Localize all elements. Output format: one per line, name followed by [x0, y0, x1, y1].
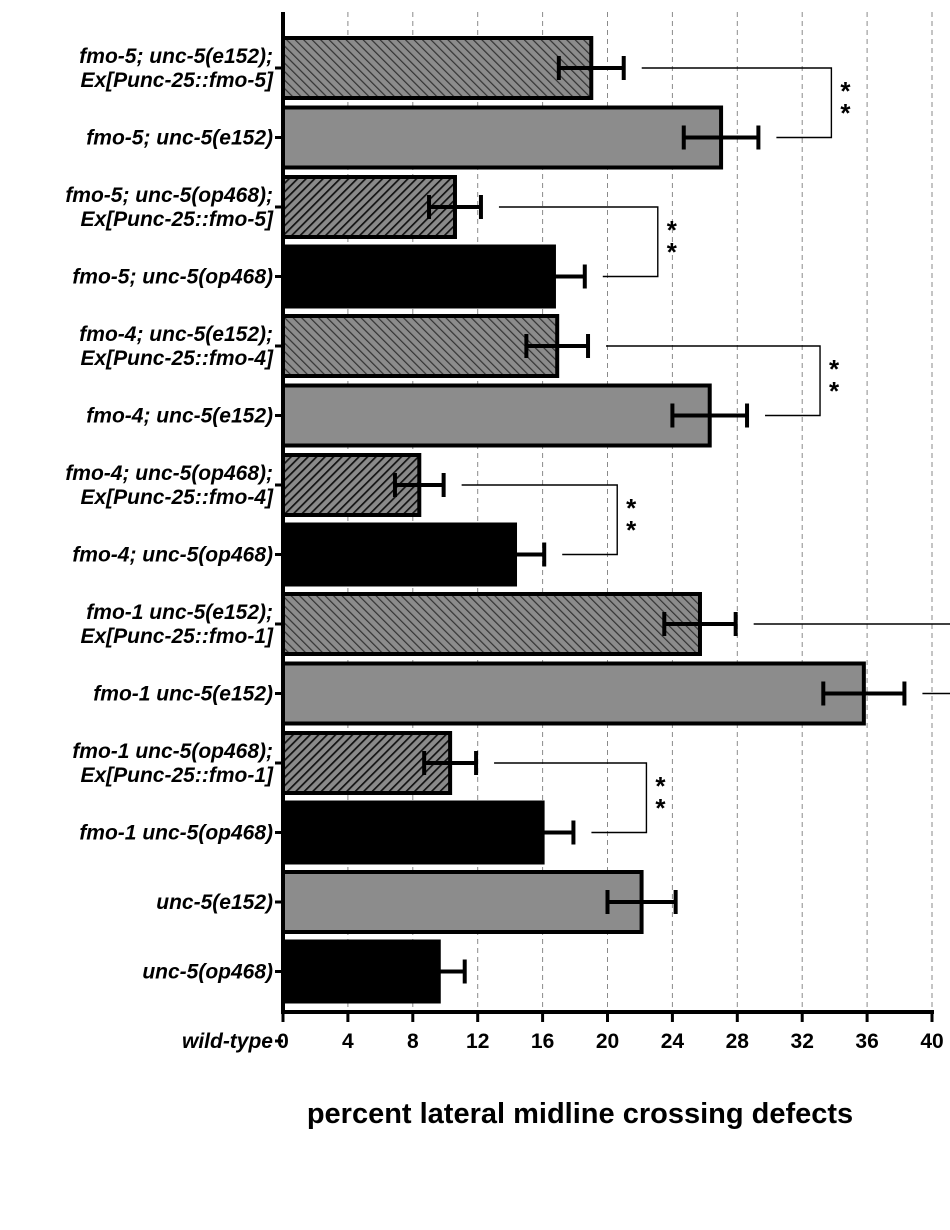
x-tick-label: 0: [277, 1030, 289, 1053]
category-label: fmo-1 unc-5(e152): [93, 683, 273, 706]
x-tick-label: 36: [855, 1030, 878, 1053]
significance-bracket: [606, 345, 821, 417]
bar: [281, 36, 594, 100]
significance-bracket: [494, 762, 648, 834]
category-label: fmo-1 unc-5(op468); Ex[Punc-25::fmo-1]: [72, 740, 274, 787]
x-tick-label: 40: [920, 1030, 943, 1053]
category-label: fmo-1 unc-5(op468): [79, 822, 273, 845]
significance-stars: *: [667, 237, 678, 267]
x-tick-label: 28: [726, 1030, 750, 1053]
category-label: fmo-1 unc-5(e152); Ex[Punc-25::fmo-1]: [80, 601, 274, 648]
x-tick-label: 32: [791, 1030, 814, 1053]
bar: [281, 383, 712, 448]
axes: 0 4 8 12 16 20 24 28 32 36 40: [275, 12, 944, 1053]
category-label: fmo-5; unc-5(op468); Ex[Punc-25::fmo-5]: [65, 184, 274, 231]
bars: [281, 36, 907, 1004]
significance-stars: *: [840, 76, 851, 106]
category-label: unc-5(e152): [156, 891, 273, 914]
category-label: fmo-4; unc-5(op468); Ex[Punc-25::fmo-4]: [65, 462, 274, 509]
significance-stars: *: [626, 515, 637, 545]
significance-brackets: **********: [461, 67, 950, 834]
bar: [281, 870, 644, 934]
bar: [281, 175, 457, 239]
bar: [281, 244, 556, 309]
category-labels: fmo-5; unc-5(e152); Ex[Punc-25::fmo-5]fmo…: [65, 45, 274, 1053]
category-label: fmo-5; unc-5(e152); Ex[Punc-25::fmo-5]: [79, 45, 274, 92]
x-tick-label: 24: [661, 1030, 685, 1053]
x-tick-label: 4: [342, 1030, 354, 1053]
bar: [281, 314, 560, 378]
x-tick-label: 12: [466, 1030, 489, 1053]
bar: [281, 592, 702, 656]
bar: [281, 522, 518, 587]
significance-stars: *: [829, 354, 840, 384]
bar: [281, 661, 866, 726]
significance-bracket: [461, 484, 618, 556]
x-tick-label: 8: [407, 1030, 419, 1053]
category-label: unc-5(op468): [142, 961, 273, 984]
significance-stars: *: [667, 215, 678, 245]
significance-stars: *: [829, 376, 840, 406]
significance-stars: *: [840, 98, 851, 128]
significance-stars: *: [626, 493, 637, 523]
bar: [281, 105, 724, 170]
significance-stars: *: [655, 771, 666, 801]
category-label: wild-type: [182, 1030, 273, 1053]
category-label: fmo-4; unc-5(e152); Ex[Punc-25::fmo-4]: [79, 323, 274, 370]
x-tick-label: 16: [531, 1030, 554, 1053]
bar: [281, 800, 545, 865]
significance-bracket: [641, 67, 833, 139]
significance-stars: *: [655, 793, 666, 823]
category-label: fmo-5; unc-5(e152): [86, 127, 273, 150]
category-label: fmo-5; unc-5(op468): [72, 266, 273, 289]
category-label: fmo-4; unc-5(op468): [72, 544, 273, 567]
significance-bracket: [498, 206, 659, 278]
x-tick-label: 20: [596, 1030, 619, 1053]
x-axis-label: percent lateral midline crossing defects: [306, 1098, 854, 1130]
category-label: fmo-4; unc-5(e152): [86, 405, 273, 428]
